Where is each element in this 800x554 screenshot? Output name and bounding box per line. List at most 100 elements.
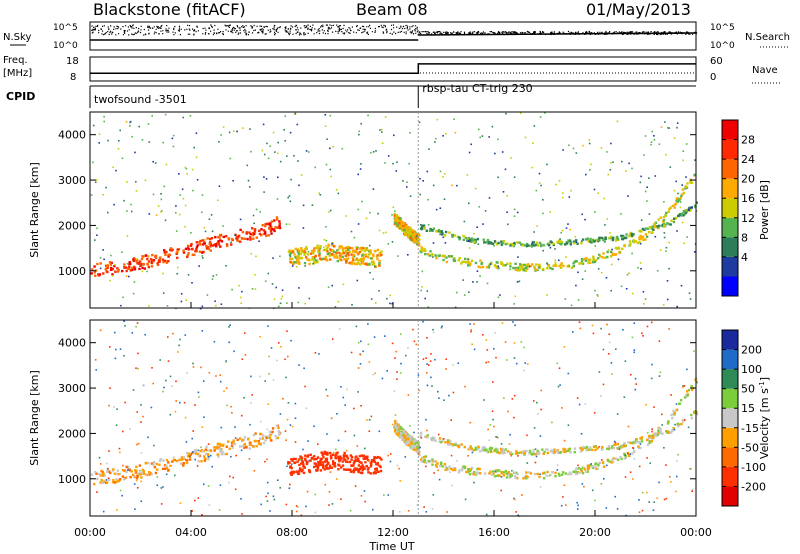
band-4 xyxy=(419,201,698,248)
colorbar-tick: 20 xyxy=(741,173,755,186)
band-1 xyxy=(287,450,383,476)
nave-ytick-bottom: 0 xyxy=(710,72,716,83)
band-4 xyxy=(419,410,699,456)
colorbar-tick: 100 xyxy=(741,363,762,376)
velocity-colorbar: 200 100 50 15 -15 -50 -100 -200 xyxy=(721,329,766,507)
xtick-label: 04:00 xyxy=(175,526,207,539)
nsearch-ytick-top: 10^5 xyxy=(710,23,735,33)
colorbar-swatch xyxy=(722,408,738,428)
colorbar-tick: 50 xyxy=(741,383,755,396)
colorbar-tick: -200 xyxy=(741,480,766,493)
ytick-label: 2000 xyxy=(58,219,86,232)
ytick-label: 3000 xyxy=(58,382,86,395)
band-0 xyxy=(90,216,282,277)
colorbar-tick: 16 xyxy=(741,192,755,205)
colorbar-swatch xyxy=(722,237,738,257)
nsky-label: N.Sky xyxy=(3,32,31,43)
colorbar-swatch xyxy=(722,139,738,160)
colorbar-swatch xyxy=(722,217,738,238)
power-panel: 4000 3000 2000 1000 Slant Range [km] xyxy=(28,111,698,310)
colorbar-swatch xyxy=(722,466,738,487)
freq-series xyxy=(90,63,696,75)
band-2 xyxy=(393,213,421,247)
beam-title: Beam 08 xyxy=(356,0,428,19)
scatter-noise xyxy=(94,320,695,517)
cpid-bar: CPID twofsound -3501 rbsp-tau CT-trig 23… xyxy=(6,82,696,108)
colorbar-tick: 24 xyxy=(741,153,755,166)
colorbar-tick: 12 xyxy=(741,212,755,225)
colorbar-swatch xyxy=(722,159,738,179)
velocity-heatmap xyxy=(90,320,699,517)
band-1 xyxy=(287,242,383,268)
colorbar-tick: 8 xyxy=(741,231,748,244)
power-ylabel: Slant Range [km] xyxy=(28,162,41,258)
freq-label-line2: [MHz] xyxy=(3,68,32,79)
nave-ytick-top: 60 xyxy=(710,56,723,67)
colorbar-swatch xyxy=(722,276,738,296)
nsky-ytick-top: 10^5 xyxy=(53,23,78,33)
ytick-label: 4000 xyxy=(58,337,86,350)
xtick-label: 08:00 xyxy=(276,526,308,539)
velocity-ylabel: Slant Range [km] xyxy=(28,370,41,466)
ytick-label: 3000 xyxy=(58,174,86,187)
colorbar-tick: 28 xyxy=(741,134,755,147)
band-3 xyxy=(419,173,697,272)
colorbar-swatch xyxy=(722,369,738,389)
date-title: 01/May/2013 xyxy=(586,0,691,19)
power-heatmap xyxy=(90,112,698,310)
cpid-segment-1: rbsp-tau CT-trig 230 xyxy=(422,82,532,95)
colorbar-tick: 15 xyxy=(741,402,755,415)
colorbar-tick: -15 xyxy=(741,422,759,435)
xtick-label: 00:00 xyxy=(74,526,106,539)
xtick-label: 00:00 xyxy=(680,526,712,539)
band-2 xyxy=(393,419,421,455)
xtick-label: 16:00 xyxy=(478,526,510,539)
power-yaxis: 4000 3000 2000 1000 xyxy=(58,129,696,278)
freq-ytick-top: 18 xyxy=(66,56,79,67)
velocity-panel: 4000 3000 2000 1000 Slant Range [km] xyxy=(28,319,699,517)
nave-label: Nave xyxy=(752,65,778,76)
nsearch-line-2 xyxy=(418,32,697,36)
station-title: Blackstone (fitACF) xyxy=(93,0,246,19)
band-0 xyxy=(90,424,282,486)
ytick-label: 2000 xyxy=(58,427,86,440)
velocity-label-end: ] xyxy=(758,377,771,381)
colorbar-tick: -50 xyxy=(741,441,759,454)
power-colorbar: 28 24 20 16 12 8 4 xyxy=(721,119,755,297)
xtick-label: 20:00 xyxy=(579,526,611,539)
colorbar-swatch xyxy=(722,349,738,370)
time-axis: 00:00 04:00 08:00 12:00 16:00 20:00 00:00 xyxy=(74,302,712,539)
cpid-label: CPID xyxy=(6,90,35,103)
cpid-segment-0: twofsound -3501 xyxy=(94,93,187,106)
scatter-noise xyxy=(90,112,698,310)
colorbar-tick: 4 xyxy=(741,251,748,264)
colorbar-swatch xyxy=(722,447,738,467)
colorbar-swatch xyxy=(722,120,738,140)
colorbar-swatch xyxy=(722,486,738,506)
nsky-panel: N.Sky 10^5 10^0 10^5 10^0 N.Search xyxy=(3,21,790,51)
colorbar-tick: -100 xyxy=(741,461,766,474)
velocity-yaxis: 4000 3000 2000 1000 xyxy=(58,337,696,486)
xtick-label: 12:00 xyxy=(377,526,409,539)
colorbar-swatch xyxy=(722,198,738,218)
colorbar-swatch xyxy=(722,256,738,277)
ytick-label: 1000 xyxy=(58,473,86,486)
ytick-label: 1000 xyxy=(58,265,86,278)
velocity-colorbar-label: Velocity [m s-1] xyxy=(758,377,771,459)
nsearch-label: N.Search xyxy=(745,32,790,43)
colorbar-swatch xyxy=(722,178,738,199)
freq-label-line1: Freq. xyxy=(3,55,28,66)
xaxis-label: Time UT xyxy=(368,540,414,553)
freq-panel: Freq. [MHz] 18 8 60 0 Nave xyxy=(3,55,780,84)
colorbar-swatch xyxy=(722,388,738,409)
colorbar-tick: 200 xyxy=(741,344,762,357)
power-colorbar-label: Power [dB] xyxy=(758,180,771,240)
nsky-ytick-bottom: 10^0 xyxy=(53,41,78,51)
nsky-series xyxy=(90,24,698,41)
ytick-label: 4000 xyxy=(58,129,86,142)
freq-ytick-bottom: 8 xyxy=(70,72,76,83)
velocity-label-main: Velocity [m s xyxy=(758,388,771,459)
velocity-label-sup: -1 xyxy=(758,381,766,388)
colorbar-swatch xyxy=(722,330,738,350)
colorbar-swatch xyxy=(722,427,738,448)
